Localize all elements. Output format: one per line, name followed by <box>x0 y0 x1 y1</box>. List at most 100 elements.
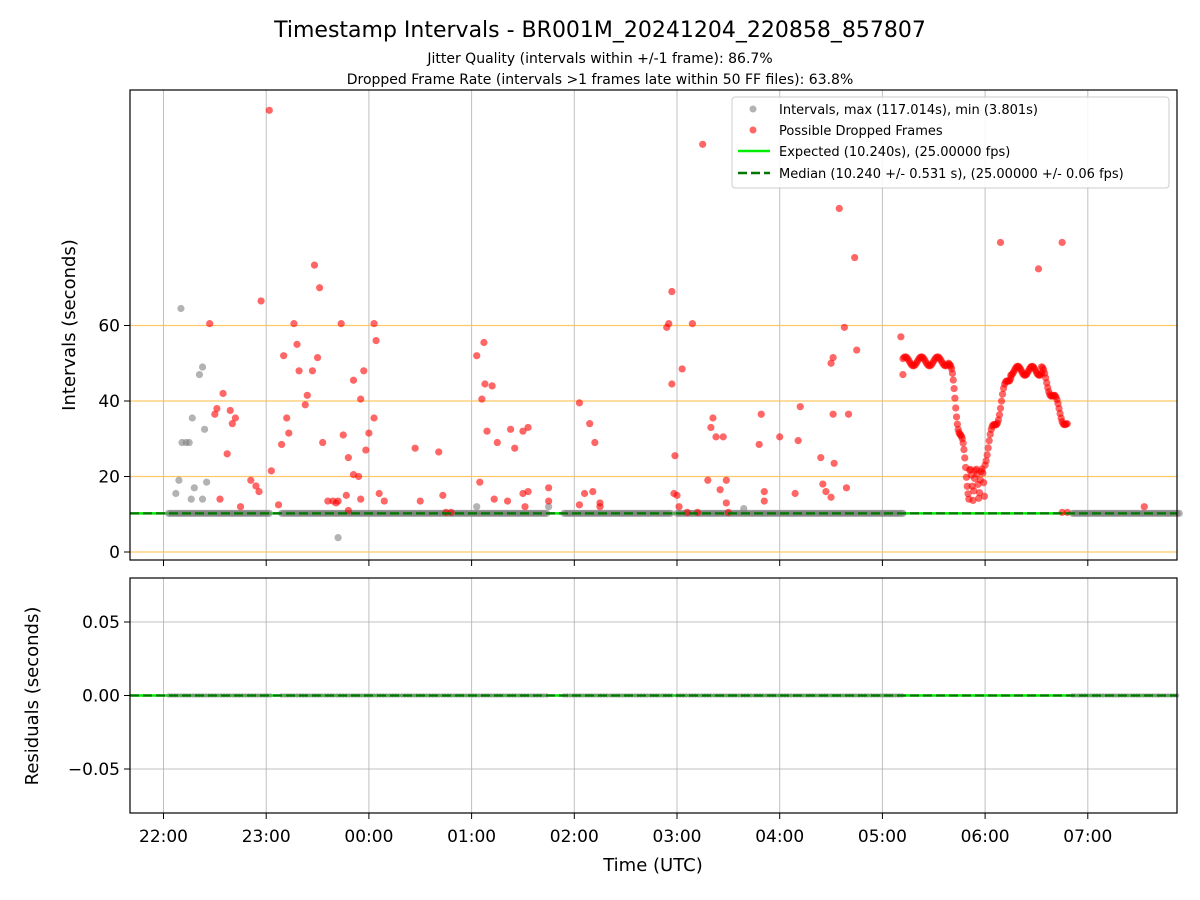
residual-point <box>1088 693 1094 698</box>
dropped-frame-point <box>265 106 273 114</box>
dropped-frame-point <box>996 238 1005 247</box>
residual-point <box>191 693 196 698</box>
residual-point <box>645 693 650 698</box>
y-tick-label: 0.05 <box>82 613 120 633</box>
y-tick-label: 40 <box>98 392 120 412</box>
dropped-frame-point <box>293 340 301 348</box>
residual-point <box>476 693 481 698</box>
legend-label-expected: Expected (10.240s), (25.00000 fps) <box>779 145 1010 160</box>
dropped-frame-point <box>310 261 319 269</box>
dropped-frame-point <box>290 320 298 328</box>
residual-point <box>684 693 689 698</box>
legend-label-dropped: Possible Dropped Frames <box>779 124 943 139</box>
residual-point <box>399 693 404 698</box>
interval-point <box>185 438 193 447</box>
legend-label-median: Median (10.240 +/- 0.531 s), (25.00000 +… <box>779 167 1124 182</box>
dropped-frame-point <box>827 359 835 367</box>
dropped-frame-point <box>951 394 959 402</box>
dropped-frame-point <box>360 367 368 375</box>
dropped-frame-point <box>688 320 697 328</box>
interval-point <box>198 363 207 371</box>
dropped-frame-point <box>722 476 730 484</box>
interval-point <box>187 495 195 503</box>
dropped-frame-point <box>435 448 443 456</box>
y-tick-label: 0 <box>109 543 120 563</box>
y-tick-label: −0.05 <box>68 760 120 780</box>
dropped-frame-point <box>1140 503 1148 511</box>
dropped-frame-point <box>324 497 332 505</box>
residual-point <box>243 693 248 698</box>
dropped-frame-point <box>719 433 727 441</box>
dropped-frame-point <box>519 427 527 435</box>
residual-point <box>1101 693 1106 698</box>
dropped-frame-point <box>760 488 768 496</box>
dropped-frame-point <box>591 438 599 447</box>
dropped-frame-point <box>982 457 990 465</box>
dropped-frame-point <box>247 476 255 484</box>
dropped-frame-point <box>1063 420 1071 428</box>
residual-point <box>1153 693 1158 698</box>
dropped-frame-point <box>280 352 288 360</box>
residual-point <box>255 693 261 698</box>
dropped-frame-point <box>283 414 291 422</box>
interval-point <box>175 476 183 484</box>
x-tick-label: 03:00 <box>653 827 702 847</box>
legend-marker-dropped <box>749 126 757 134</box>
dropped-frame-point <box>829 353 837 362</box>
x-tick-label: 05:00 <box>858 827 907 847</box>
x-tick-label: 00:00 <box>344 827 393 847</box>
y-tick-label: 60 <box>98 317 120 337</box>
dropped-frame-point <box>842 484 851 492</box>
dropped-frame-point <box>473 352 481 360</box>
dropped-frame-point <box>817 454 825 462</box>
dropped-frame-point <box>334 497 342 505</box>
dropped-frame-point <box>1034 265 1043 273</box>
dropped-frame-point <box>822 488 830 496</box>
intervals-series <box>165 304 1183 542</box>
dropped-frame-point <box>480 338 488 347</box>
bottom-y-ticks: 0.05 0.00 −0.05 <box>68 613 130 780</box>
dropped-frame-point <box>678 365 686 373</box>
dropped-frame-point <box>952 404 960 412</box>
dropped-frame-point <box>219 389 227 398</box>
dropped-frame-point <box>267 467 275 475</box>
subtitle-jitter: Jitter Quality (intervals within +/-1 fr… <box>426 51 772 67</box>
dropped-frame-point <box>712 433 720 441</box>
top-y-ticks: 0 20 40 60 <box>98 317 130 563</box>
dropped-frame-point <box>503 497 512 505</box>
dropped-frame-point <box>853 346 861 354</box>
dropped-frame-point <box>796 403 804 411</box>
residual-point <box>853 693 858 698</box>
dropped-frame-point <box>760 497 768 505</box>
dropped-frame-point <box>791 489 799 498</box>
dropped-frame-point <box>952 413 961 421</box>
residual-point <box>268 693 273 698</box>
dropped-frame-point <box>722 499 730 507</box>
residual-point <box>464 693 469 698</box>
dropped-frame-point <box>228 420 236 428</box>
y-tick-label: 20 <box>98 468 120 488</box>
dropped-frame-point <box>255 488 263 496</box>
dropped-frame-point <box>488 382 496 390</box>
dropped-frame-point <box>998 390 1007 398</box>
dropped-frame-point <box>851 253 859 262</box>
dropped-frame-point <box>339 431 347 439</box>
interval-point <box>200 425 209 433</box>
dropped-frame-point <box>226 406 234 415</box>
dropped-frame-point <box>960 445 968 454</box>
dropped-frame-point <box>357 395 365 403</box>
residual-point <box>567 693 573 698</box>
dropped-frame-point <box>416 497 424 505</box>
dropped-frame-point <box>313 353 322 362</box>
dropped-frame-point <box>979 469 987 477</box>
dropped-frame-point <box>704 476 712 484</box>
dropped-frame-point <box>301 401 309 409</box>
bottom-axes: 0.05 0.00 −0.05 22:00 23:00 00:00 01:00 02:00 0… <box>22 577 1180 876</box>
residual-point <box>841 693 846 698</box>
residual-point <box>893 693 898 698</box>
interval-point <box>473 503 481 511</box>
dropped-frame-point <box>439 491 447 499</box>
residual-point <box>632 693 638 698</box>
dropped-frame-point <box>995 411 1004 419</box>
